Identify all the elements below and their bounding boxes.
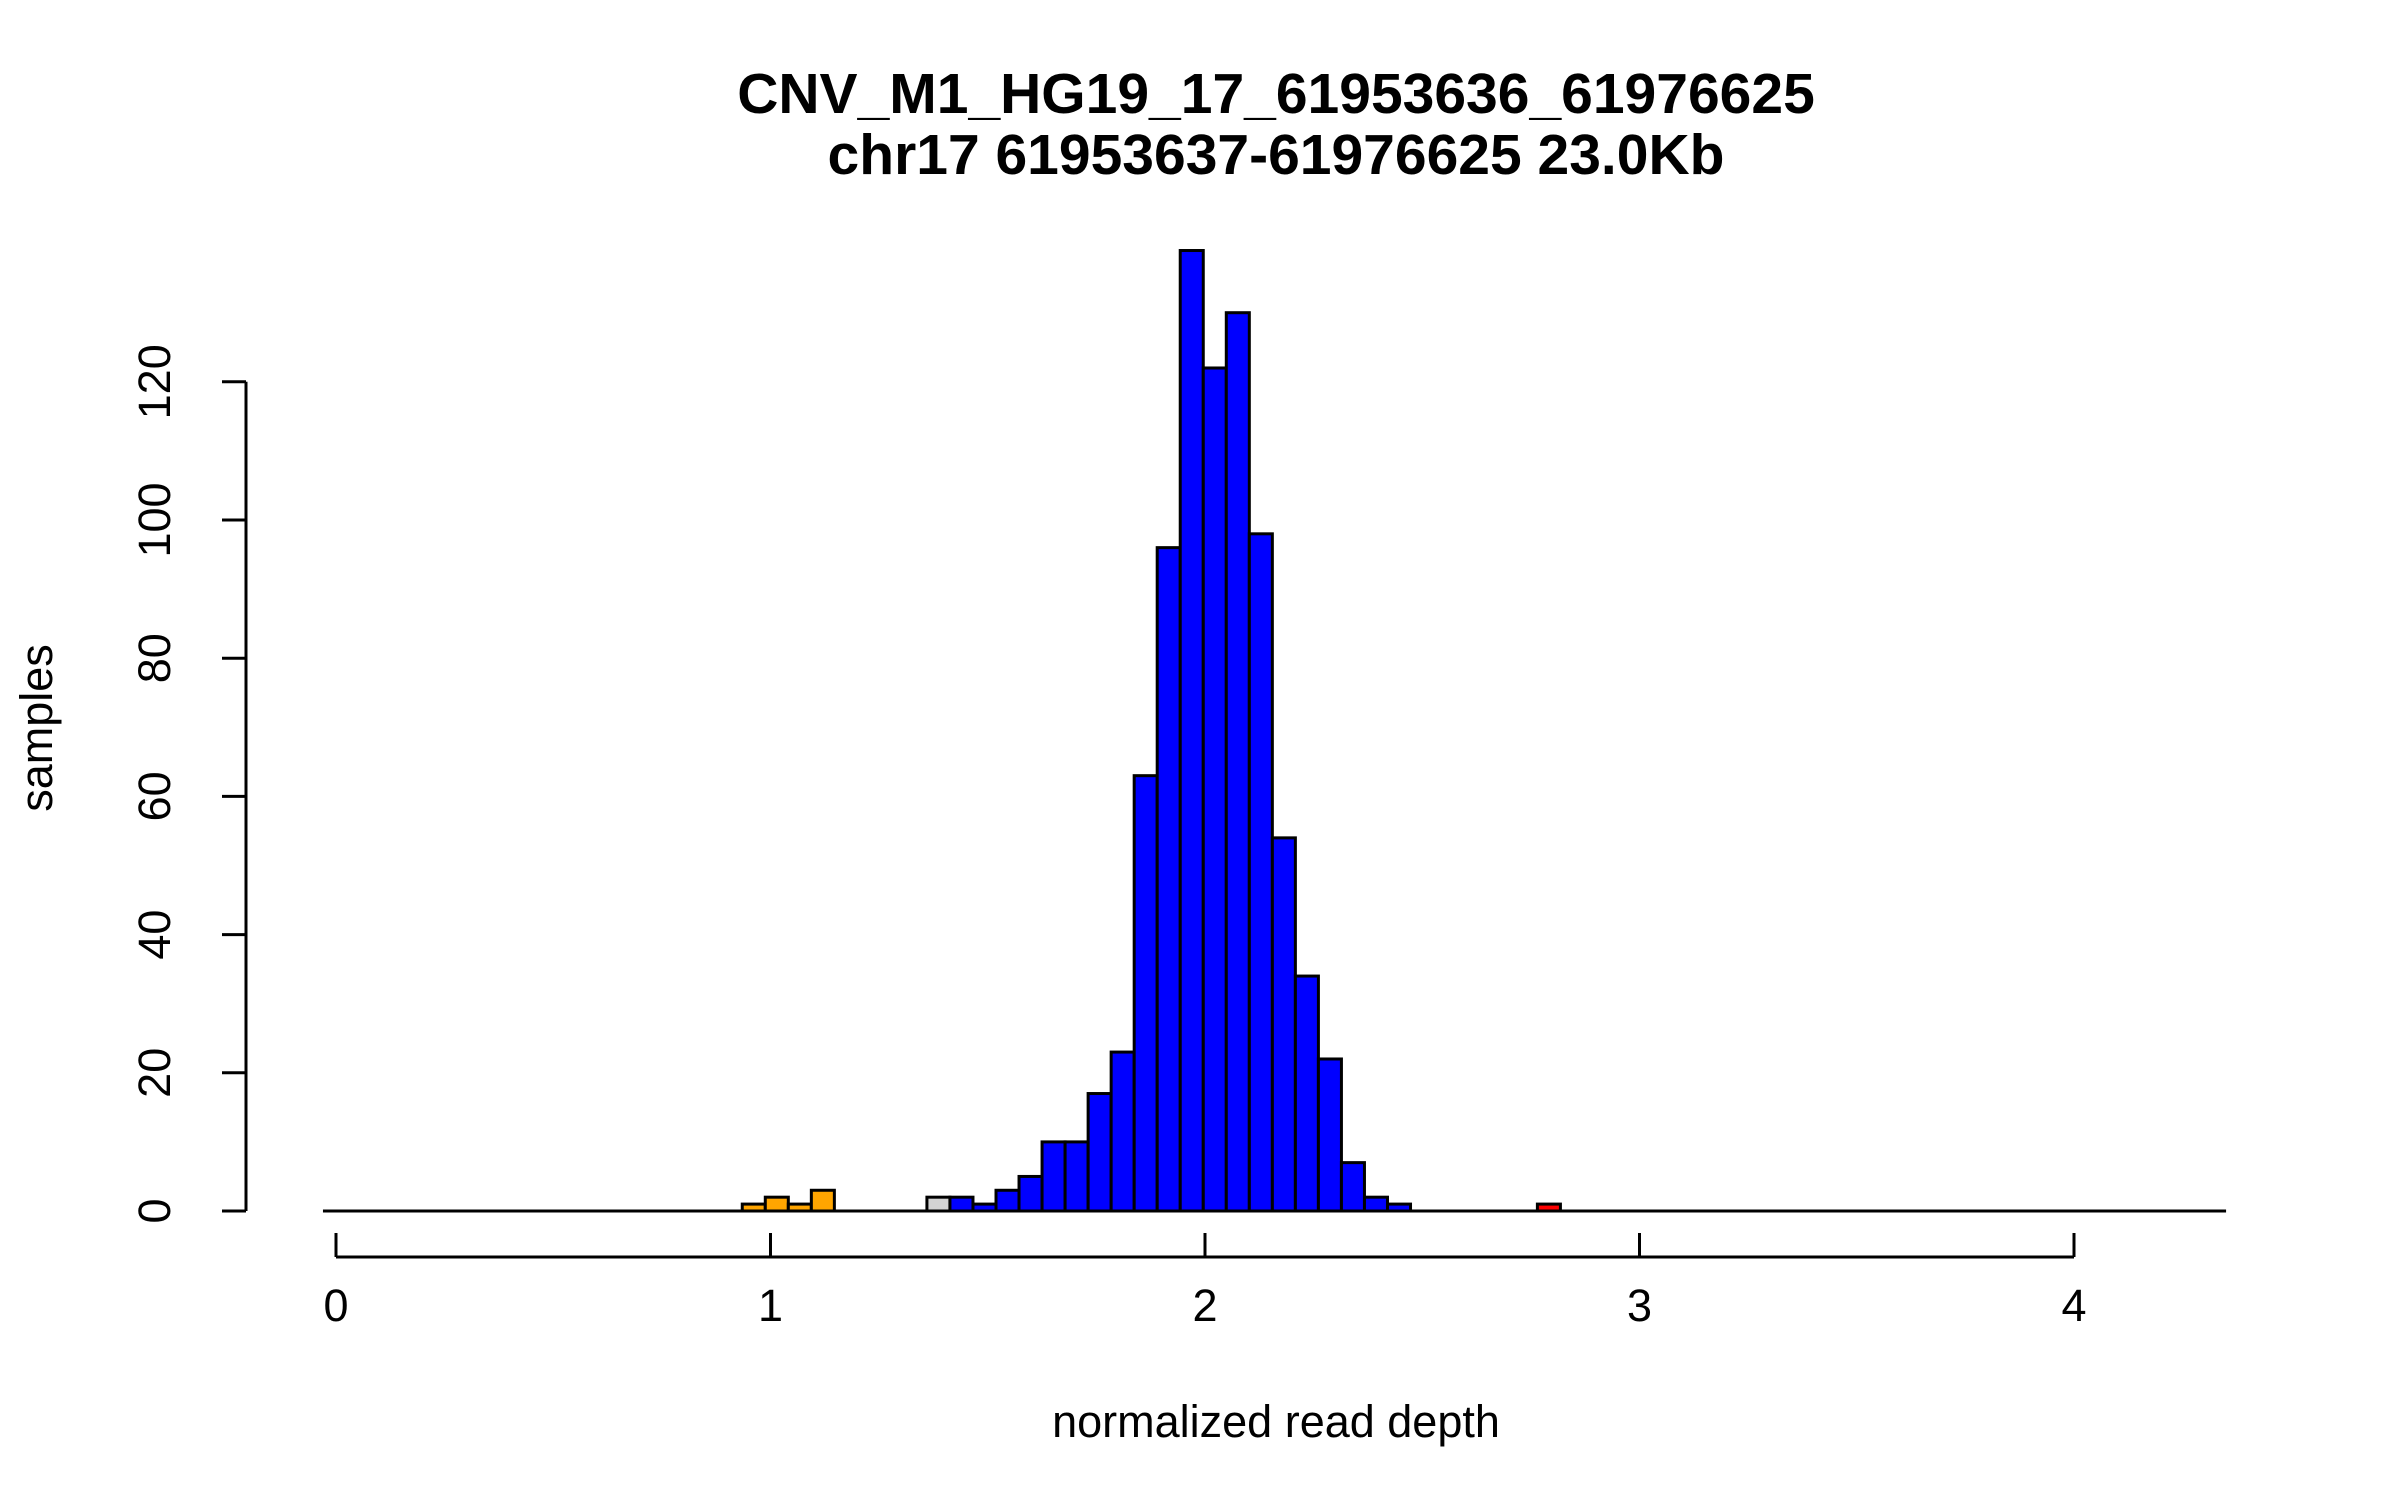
histogram-bar-normal (1339, 1161, 1366, 1213)
histogram-bar-normal (1040, 1140, 1067, 1213)
y-axis-tick-label: 40 (129, 910, 180, 960)
y-axis-label: samples (11, 644, 62, 812)
y-axis-ticks: 0 20 40 60 80 100 120 (129, 344, 246, 1224)
histogram-bar-normal (1063, 1140, 1090, 1213)
x-axis-tick-label: 2 (1192, 1280, 1217, 1331)
y-axis-tick-label: 80 (129, 633, 180, 683)
y-axis-tick-label: 20 (129, 1048, 180, 1098)
y-axis-tick-label: 60 (129, 771, 180, 821)
histogram-bar-deletion (763, 1195, 790, 1213)
x-axis-ticks: 0 1 2 3 4 (323, 1233, 2087, 1331)
histogram-bar-deletion (809, 1188, 836, 1213)
y-axis-tick-label: 100 (129, 482, 180, 557)
histogram-bar-normal (1224, 311, 1251, 1213)
histogram-bar-normal (1201, 366, 1228, 1213)
histogram-bar-normal (1362, 1195, 1389, 1213)
chart-subtitle: chr17 61953637-61976625 23.0Kb (828, 123, 1725, 187)
histogram-bar-normal (1270, 836, 1297, 1213)
histogram-bar-normal (1086, 1092, 1113, 1213)
y-axis: 0 20 40 60 80 100 120 (129, 344, 248, 1224)
histogram-bar-normal (1155, 546, 1182, 1213)
x-axis-label: normalized read depth (1052, 1396, 1500, 1447)
histogram-bar-normal (1178, 249, 1205, 1213)
histogram-bar-normal (1132, 774, 1159, 1213)
x-axis-tick-label: 3 (1627, 1280, 1652, 1331)
histogram-bar-normal (948, 1195, 975, 1213)
histogram-bar-uncertain (925, 1195, 952, 1213)
histogram-bar-normal (1247, 532, 1274, 1213)
x-axis: 0 1 2 3 4 (323, 1233, 2087, 1331)
x-axis-tick-label: 4 (2061, 1280, 2086, 1331)
histogram-bar-normal (994, 1188, 1021, 1213)
histogram-bar-normal (1316, 1057, 1343, 1213)
y-axis-tick-label: 120 (129, 344, 180, 419)
histogram-bar-normal (1293, 974, 1320, 1213)
x-axis-tick-label: 0 (323, 1280, 348, 1331)
y-axis-tick-label: 0 (129, 1198, 180, 1223)
histogram-bar-normal (1109, 1050, 1136, 1213)
chart-title: CNV_M1_HG19_17_61953636_61976625 (737, 62, 1815, 126)
x-axis-tick-label: 1 (758, 1280, 783, 1331)
histogram-bar-normal (1017, 1174, 1044, 1213)
